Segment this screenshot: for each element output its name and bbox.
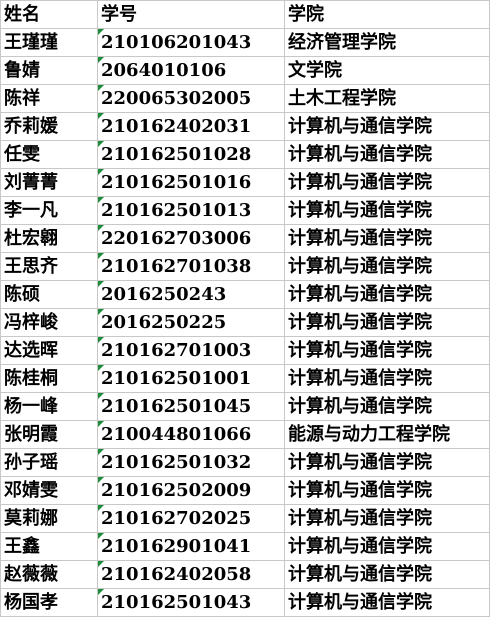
cell[interactable]: 210162501013 xyxy=(97,196,285,225)
cell[interactable]: 陈祥 xyxy=(0,84,98,113)
cell[interactable]: 210162701038 xyxy=(97,252,285,281)
cell[interactable]: 210162501032 xyxy=(97,448,285,477)
data-row: 任雯 210162501028 计算机与通信学院 xyxy=(0,140,490,169)
cell[interactable]: 计算机与通信学院 xyxy=(284,224,490,253)
data-row: 陈硕 2016250243 计算机与通信学院 xyxy=(0,280,490,309)
cell[interactable]: 计算机与通信学院 xyxy=(284,532,490,561)
cell[interactable]: 王瑾瑾 xyxy=(0,28,98,57)
data-row: 杨国孝 210162501043 计算机与通信学院 xyxy=(0,588,490,617)
data-row: 刘菁菁 210162501016 计算机与通信学院 xyxy=(0,168,490,197)
cell[interactable]: 任雯 xyxy=(0,140,98,169)
data-row: 冯梓峻 2016250225 计算机与通信学院 xyxy=(0,308,490,337)
data-row: 鲁婧 2064010106 文学院 xyxy=(0,56,490,85)
cell[interactable]: 文学院 xyxy=(284,56,490,85)
cell[interactable]: 2064010106 xyxy=(97,56,285,85)
cell[interactable]: 王思齐 xyxy=(0,252,98,281)
data-row: 孙子瑶 210162501032 计算机与通信学院 xyxy=(0,448,490,477)
cell[interactable]: 210162501045 xyxy=(97,392,285,421)
cell[interactable]: 经济管理学院 xyxy=(284,28,490,57)
cell[interactable]: 鲁婧 xyxy=(0,56,98,85)
cell[interactable]: 计算机与通信学院 xyxy=(284,392,490,421)
cell[interactable]: 土木工程学院 xyxy=(284,84,490,113)
data-row: 陈桂桐 210162501001 计算机与通信学院 xyxy=(0,364,490,393)
data-row: 王鑫 210162901041 计算机与通信学院 xyxy=(0,532,490,561)
cell[interactable]: 张明霞 xyxy=(0,420,98,449)
data-row: 杨一峰 210162501045 计算机与通信学院 xyxy=(0,392,490,421)
cell[interactable]: 计算机与通信学院 xyxy=(284,140,490,169)
cell[interactable]: 210162501028 xyxy=(97,140,285,169)
cell[interactable]: 杨一峰 xyxy=(0,392,98,421)
cell[interactable]: 冯梓峻 xyxy=(0,308,98,337)
cell[interactable]: 计算机与通信学院 xyxy=(284,504,490,533)
cell[interactable]: 李一凡 xyxy=(0,196,98,225)
cell[interactable]: 计算机与通信学院 xyxy=(284,588,490,617)
cell[interactable]: 陈硕 xyxy=(0,280,98,309)
cell[interactable]: 210162502009 xyxy=(97,476,285,505)
cell[interactable]: 计算机与通信学院 xyxy=(284,448,490,477)
data-row: 王瑾瑾 210106201043 经济管理学院 xyxy=(0,28,490,57)
cell[interactable]: 杨国孝 xyxy=(0,588,98,617)
data-row: 赵薇薇 210162402058 计算机与通信学院 xyxy=(0,560,490,589)
cell[interactable]: 刘菁菁 xyxy=(0,168,98,197)
cell[interactable]: 210162501001 xyxy=(97,364,285,393)
cell[interactable]: 能源与动力工程学院 xyxy=(284,420,490,449)
cell[interactable]: 计算机与通信学院 xyxy=(284,280,490,309)
cell[interactable]: 计算机与通信学院 xyxy=(284,168,490,197)
cell[interactable]: 210162501043 xyxy=(97,588,285,617)
cell[interactable]: 计算机与通信学院 xyxy=(284,476,490,505)
cell[interactable]: 220162703006 xyxy=(97,224,285,253)
cell[interactable]: 莫莉娜 xyxy=(0,504,98,533)
cell[interactable]: 计算机与通信学院 xyxy=(284,364,490,393)
data-row: 乔莉媛 210162402031 计算机与通信学院 xyxy=(0,112,490,141)
cell[interactable]: 210162402058 xyxy=(97,560,285,589)
cell[interactable]: 杜宏翱 xyxy=(0,224,98,253)
cell[interactable]: 赵薇薇 xyxy=(0,560,98,589)
cell[interactable]: 计算机与通信学院 xyxy=(284,308,490,337)
cell[interactable]: 孙子瑶 xyxy=(0,448,98,477)
data-row: 李一凡 210162501013 计算机与通信学院 xyxy=(0,196,490,225)
header-cell[interactable]: 学号 xyxy=(97,0,285,29)
data-row: 陈祥 220065302005 土木工程学院 xyxy=(0,84,490,113)
cell[interactable]: 210106201043 xyxy=(97,28,285,57)
data-row: 王思齐 210162701038 计算机与通信学院 xyxy=(0,252,490,281)
data-row: 张明霞 210044801066 能源与动力工程学院 xyxy=(0,420,490,449)
cell[interactable]: 计算机与通信学院 xyxy=(284,252,490,281)
cell[interactable]: 210162701003 xyxy=(97,336,285,365)
cell[interactable]: 210162702025 xyxy=(97,504,285,533)
data-row: 杜宏翱 220162703006 计算机与通信学院 xyxy=(0,224,490,253)
cell[interactable]: 计算机与通信学院 xyxy=(284,560,490,589)
cell[interactable]: 乔莉媛 xyxy=(0,112,98,141)
cell[interactable]: 210162402031 xyxy=(97,112,285,141)
data-row: 达选晖 210162701003 计算机与通信学院 xyxy=(0,336,490,365)
cell[interactable]: 计算机与通信学院 xyxy=(284,112,490,141)
cell[interactable]: 220065302005 xyxy=(97,84,285,113)
cell[interactable]: 210162501016 xyxy=(97,168,285,197)
cell[interactable]: 计算机与通信学院 xyxy=(284,336,490,365)
data-row: 莫莉娜 210162702025 计算机与通信学院 xyxy=(0,504,490,533)
header-cell[interactable]: 姓名 xyxy=(0,0,98,29)
cell[interactable]: 王鑫 xyxy=(0,532,98,561)
data-row: 邓婧雯 210162502009 计算机与通信学院 xyxy=(0,476,490,505)
cell[interactable]: 2016250225 xyxy=(97,308,285,337)
cell[interactable]: 达选晖 xyxy=(0,336,98,365)
header-row: 姓名 学号 学院 xyxy=(0,0,490,29)
cell[interactable]: 210162901041 xyxy=(97,532,285,561)
cell[interactable]: 计算机与通信学院 xyxy=(284,196,490,225)
cell[interactable]: 陈桂桐 xyxy=(0,364,98,393)
cell[interactable]: 210044801066 xyxy=(97,420,285,449)
cell[interactable]: 邓婧雯 xyxy=(0,476,98,505)
header-cell[interactable]: 学院 xyxy=(284,0,490,29)
cell[interactable]: 2016250243 xyxy=(97,280,285,309)
